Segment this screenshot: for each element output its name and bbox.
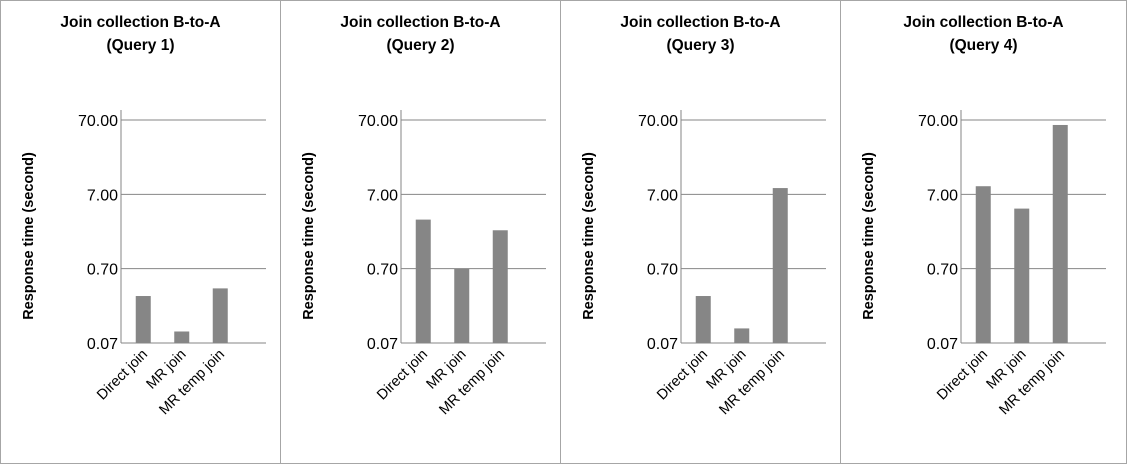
- chart-title: Join collection B-to-A (Query 4): [841, 11, 1126, 57]
- bar-direct-join: [135, 296, 151, 343]
- y-tick-label: 7.00: [927, 187, 958, 204]
- y-tick-label: 7.00: [87, 187, 118, 204]
- bar-mr-join: [734, 328, 750, 343]
- y-tick-label: 0.07: [367, 336, 398, 353]
- y-tick-label: 7.00: [367, 187, 398, 204]
- x-tick-label: Direct join: [654, 347, 711, 404]
- chart-title: Join collection B-to-A (Query 2): [281, 11, 560, 57]
- bar-mr-join: [1014, 208, 1030, 343]
- chart-subtitle: (Query 4): [949, 37, 1018, 54]
- bar-mr-temp-join: [212, 288, 228, 343]
- y-tick-label: 0.07: [87, 336, 118, 353]
- y-tick-label: 0.70: [367, 262, 398, 279]
- y-tick-label: 7.00: [647, 187, 678, 204]
- x-tick-label: Direct join: [374, 347, 431, 404]
- y-tick-label: 70.00: [638, 113, 678, 130]
- chart-panel-4: Join collection B-to-A (Query 4) Respons…: [841, 1, 1126, 463]
- y-tick-label: 70.00: [78, 113, 118, 130]
- y-tick-label: 0.07: [647, 336, 678, 353]
- bar-mr-temp-join: [1052, 124, 1068, 343]
- bar-mr-join: [174, 331, 190, 343]
- chart-title-main: Join collection B-to-A: [60, 14, 221, 31]
- x-tick-label: Direct join: [94, 347, 151, 404]
- chart-subtitle: (Query 2): [386, 37, 455, 54]
- chart-panel-3: Join collection B-to-A (Query 3) Respons…: [561, 1, 841, 463]
- y-tick-label: 0.70: [87, 262, 118, 279]
- chart-subtitle: (Query 3): [666, 37, 735, 54]
- y-tick-label: 0.70: [927, 262, 958, 279]
- chart-panel-2: Join collection B-to-A (Query 2) Respons…: [281, 1, 561, 463]
- y-tick-label: 70.00: [358, 113, 398, 130]
- y-tick-label: 0.70: [647, 262, 678, 279]
- chart-title-main: Join collection B-to-A: [340, 14, 501, 31]
- bar-mr-temp-join: [492, 230, 508, 343]
- y-tick-label: 0.07: [927, 336, 958, 353]
- bar-direct-join: [975, 186, 991, 343]
- bar-mr-temp-join: [772, 188, 788, 343]
- chart-title-main: Join collection B-to-A: [620, 14, 781, 31]
- chart-panel-1: Join collection B-to-A (Query 1) Respons…: [1, 1, 281, 463]
- bar-direct-join: [415, 219, 431, 343]
- y-tick-label: 70.00: [918, 113, 958, 130]
- chart-subtitle: (Query 1): [106, 37, 175, 54]
- chart-title: Join collection B-to-A (Query 1): [1, 11, 280, 57]
- chart-title: Join collection B-to-A (Query 3): [561, 11, 840, 57]
- bar-direct-join: [695, 296, 711, 343]
- x-tick-label: Direct join: [934, 347, 991, 404]
- chart-title-main: Join collection B-to-A: [903, 14, 1064, 31]
- bar-mr-join: [454, 268, 470, 343]
